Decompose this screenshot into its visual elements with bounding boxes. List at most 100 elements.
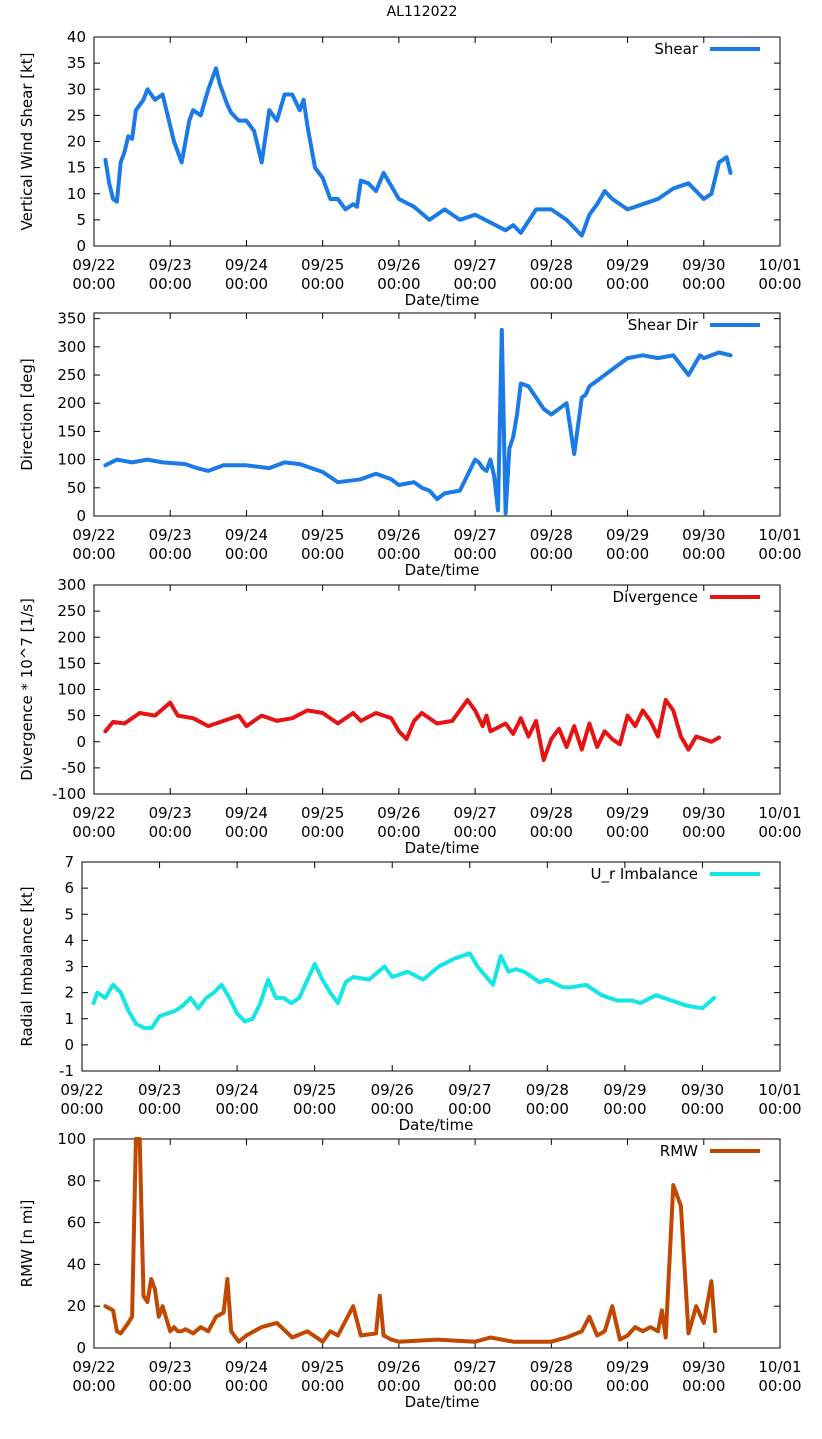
x-tick-label-time: 00:00 — [453, 1377, 496, 1395]
x-tick-label-date: 09/30 — [682, 256, 725, 274]
y-tick-label: 40 — [67, 1255, 86, 1273]
x-tick-label-date: 09/25 — [301, 804, 344, 822]
x-tick-label-date: 09/30 — [682, 1358, 725, 1376]
x-tick-label-date: 09/30 — [682, 804, 725, 822]
plot-frame — [93, 1138, 781, 1349]
x-tick-label-time: 00:00 — [301, 823, 344, 841]
x-tick-label-date: 09/29 — [606, 804, 649, 822]
series-line-shear — [103, 66, 733, 238]
y-tick-label: 6 — [64, 879, 74, 897]
x-tick-label-date: 09/27 — [453, 526, 496, 544]
y-tick-label: 0 — [76, 237, 86, 255]
y-tick-label: 30 — [67, 80, 86, 98]
x-tick-label-time: 00:00 — [758, 1100, 801, 1118]
plot-frame — [93, 312, 781, 517]
panel-2: 05010015020025030035009/2200:0009/2300:0… — [18, 310, 802, 579]
x-tick-label-time: 00:00 — [377, 823, 420, 841]
x-tick-label-time: 00:00 — [301, 1377, 344, 1395]
x-tick-label-time: 00:00 — [758, 823, 801, 841]
x-tick-label-date: 09/27 — [453, 804, 496, 822]
x-tick-label-date: 09/29 — [606, 526, 649, 544]
x-tick-label-time: 00:00 — [60, 1100, 103, 1118]
y-tick-label: -1 — [59, 1062, 74, 1080]
y-tick-label: 200 — [57, 628, 86, 646]
x-tick-label-date: 09/25 — [301, 526, 344, 544]
x-tick-label-date: 09/25 — [293, 1081, 336, 1099]
x-tick-label-time: 00:00 — [606, 545, 649, 563]
x-tick-label-time: 00:00 — [758, 275, 801, 293]
x-tick-label-date: 09/29 — [606, 256, 649, 274]
y-tick-label: 7 — [64, 853, 74, 871]
legend-label: Shear Dir — [628, 316, 699, 334]
x-tick-label-date: 09/27 — [448, 1081, 491, 1099]
y-tick-label: 0 — [76, 733, 86, 751]
x-tick-label-date: 09/28 — [526, 1081, 569, 1099]
x-tick-label-date: 09/24 — [225, 256, 268, 274]
x-tick-label-time: 00:00 — [138, 1100, 181, 1118]
x-tick-label-date: 09/24 — [215, 1081, 258, 1099]
x-tick-label-time: 00:00 — [371, 1100, 414, 1118]
x-tick-label-time: 00:00 — [603, 1100, 646, 1118]
legend-label: Divergence — [613, 588, 698, 606]
x-tick-label-time: 00:00 — [453, 275, 496, 293]
series-line-rmw — [103, 1137, 718, 1344]
x-tick-label-date: 10/01 — [758, 1081, 801, 1099]
x-tick-label-date: 09/28 — [530, 526, 573, 544]
x-tick-label-date: 09/22 — [72, 256, 115, 274]
plot-frame — [81, 861, 781, 1072]
x-tick-label-time: 00:00 — [225, 823, 268, 841]
y-tick-label: 300 — [57, 338, 86, 356]
x-tick-label-time: 00:00 — [530, 1377, 573, 1395]
y-axis-label: Vertical Wind Shear [kt] — [18, 52, 36, 230]
y-tick-label: 350 — [57, 310, 86, 328]
x-tick-label-date: 09/24 — [225, 1358, 268, 1376]
y-tick-label: 5 — [64, 905, 74, 923]
x-tick-label-time: 00:00 — [225, 1377, 268, 1395]
x-tick-label-time: 00:00 — [682, 275, 725, 293]
y-tick-label: 10 — [67, 185, 86, 203]
x-tick-label-date: 09/29 — [603, 1081, 646, 1099]
x-tick-label-time: 00:00 — [72, 275, 115, 293]
x-tick-label-date: 09/27 — [453, 1358, 496, 1376]
x-tick-label-date: 09/23 — [149, 256, 192, 274]
x-tick-label-date: 09/28 — [530, 256, 573, 274]
y-tick-label: 50 — [67, 707, 86, 725]
y-tick-label: 150 — [57, 654, 86, 672]
y-tick-label: 0 — [76, 1339, 86, 1357]
panels: 051015202530354009/2200:0009/2300:0009/2… — [18, 28, 802, 1411]
series-line-divergence — [103, 698, 721, 762]
x-tick-label-date: 09/22 — [72, 804, 115, 822]
y-tick-label: 4 — [64, 931, 74, 949]
y-tick-label: 25 — [67, 106, 86, 124]
y-tick-label: 50 — [67, 479, 86, 497]
x-tick-label-date: 09/26 — [371, 1081, 414, 1099]
x-tick-label-time: 00:00 — [682, 1377, 725, 1395]
y-tick-label: 0 — [64, 1036, 74, 1054]
x-tick-label-date: 09/30 — [681, 1081, 724, 1099]
x-tick-label-time: 00:00 — [149, 823, 192, 841]
x-tick-label-date: 09/26 — [377, 256, 420, 274]
x-tick-label-date: 09/28 — [530, 804, 573, 822]
x-tick-label-date: 09/26 — [377, 804, 420, 822]
panel-5: 02040608010009/2200:0009/2300:0009/2400:… — [18, 1130, 802, 1411]
x-tick-label-date: 09/30 — [682, 526, 725, 544]
x-tick-label-time: 00:00 — [301, 275, 344, 293]
x-tick-label-time: 00:00 — [606, 275, 649, 293]
x-tick-label-time: 00:00 — [530, 275, 573, 293]
x-tick-label-time: 00:00 — [448, 1100, 491, 1118]
x-tick-label-time: 00:00 — [293, 1100, 336, 1118]
y-tick-label: 40 — [67, 28, 86, 46]
x-tick-label-time: 00:00 — [526, 1100, 569, 1118]
x-tick-label-time: 00:00 — [530, 823, 573, 841]
x-tick-label-time: 00:00 — [377, 275, 420, 293]
x-tick-label-date: 09/25 — [301, 256, 344, 274]
x-axis-label: Date/time — [399, 1116, 474, 1134]
x-tick-label-time: 00:00 — [215, 1100, 258, 1118]
plot-frame — [93, 584, 781, 795]
panel-4: -10123456709/2200:0009/2300:0009/2400:00… — [18, 853, 802, 1134]
x-tick-label-time: 00:00 — [453, 823, 496, 841]
x-tick-label-date: 09/22 — [72, 526, 115, 544]
y-tick-label: 100 — [57, 1130, 86, 1148]
x-tick-label-date: 09/24 — [225, 526, 268, 544]
